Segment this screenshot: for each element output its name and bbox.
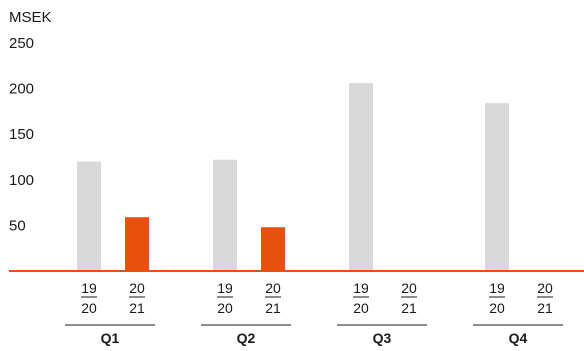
bar-q1-19-20 — [77, 161, 101, 271]
fiscal-year-bottom-label: 20 — [353, 300, 369, 316]
bar-q2-19-20 — [213, 159, 237, 271]
y-tick-label: 50 — [9, 217, 26, 234]
quarter-label: Q3 — [373, 330, 392, 346]
y-tick-label: 250 — [9, 35, 34, 52]
y-axis-ticks: 50 100 150 200 250 — [9, 35, 34, 234]
fiscal-year-bottom-label: 21 — [401, 300, 417, 316]
fiscal-year-top-label: 19 — [217, 280, 233, 296]
fiscal-year-top-label: 19 — [489, 280, 505, 296]
quarter-label: Q4 — [509, 330, 528, 346]
quarter-label: Q2 — [237, 330, 256, 346]
x-axis-labels: 19 20 20 21 Q1 19 20 20 21 Q2 19 20 20 21 Q3 19 20 20 21 Q4 — [65, 280, 563, 346]
fiscal-year-top-label: 20 — [401, 280, 417, 296]
bar-q3-19-20 — [349, 83, 373, 272]
quarter-label: Q1 — [101, 330, 120, 346]
fiscal-year-bottom-label: 20 — [81, 300, 97, 316]
fiscal-year-bottom-label: 20 — [489, 300, 505, 316]
fiscal-year-bottom-label: 21 — [537, 300, 553, 316]
fiscal-year-top-label: 20 — [129, 280, 145, 296]
bar-q4-19-20 — [485, 103, 509, 271]
bar-q2-20-21 — [261, 227, 285, 271]
fiscal-year-top-label: 20 — [265, 280, 281, 296]
fiscal-year-bottom-label: 21 — [129, 300, 145, 316]
y-tick-label: 200 — [9, 81, 34, 98]
fiscal-year-top-label: 19 — [81, 280, 97, 296]
fiscal-year-bottom-label: 20 — [217, 300, 233, 316]
y-tick-label: 100 — [9, 172, 34, 189]
bar-q1-20-21 — [125, 217, 149, 271]
fiscal-year-top-label: 19 — [353, 280, 369, 296]
fiscal-year-bottom-label: 21 — [265, 300, 281, 316]
y-unit-label: MSEK — [9, 9, 52, 26]
fiscal-year-top-label: 20 — [537, 280, 553, 296]
y-tick-label: 150 — [9, 126, 34, 143]
bars — [77, 83, 509, 272]
